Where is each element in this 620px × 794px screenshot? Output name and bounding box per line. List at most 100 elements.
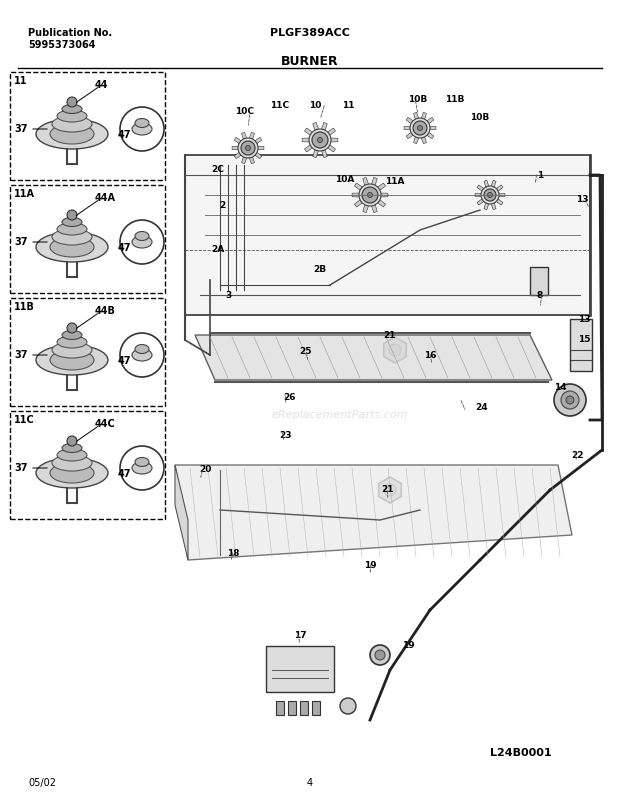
- Polygon shape: [312, 122, 319, 130]
- Circle shape: [359, 184, 381, 206]
- Circle shape: [309, 129, 331, 151]
- Polygon shape: [371, 205, 377, 213]
- Text: eReplacementParts.com: eReplacementParts.com: [272, 410, 408, 420]
- Text: 20: 20: [199, 465, 211, 475]
- Circle shape: [481, 186, 499, 204]
- Text: 11A: 11A: [14, 189, 35, 199]
- Polygon shape: [371, 177, 377, 185]
- Polygon shape: [327, 145, 335, 152]
- Polygon shape: [363, 177, 368, 185]
- Polygon shape: [232, 146, 238, 150]
- Polygon shape: [430, 126, 436, 129]
- Circle shape: [389, 344, 401, 356]
- Circle shape: [67, 97, 77, 107]
- Ellipse shape: [52, 342, 92, 358]
- Circle shape: [317, 137, 322, 142]
- Text: 11B: 11B: [445, 95, 464, 105]
- Text: 11A: 11A: [385, 178, 405, 187]
- Polygon shape: [477, 199, 484, 205]
- Text: 1: 1: [537, 171, 543, 179]
- Circle shape: [120, 220, 164, 264]
- Text: 24: 24: [476, 403, 489, 413]
- Polygon shape: [384, 337, 406, 363]
- Text: 16: 16: [423, 350, 436, 360]
- Polygon shape: [331, 138, 338, 142]
- Text: 3: 3: [225, 291, 231, 299]
- Text: 10: 10: [309, 101, 321, 110]
- Polygon shape: [484, 180, 489, 187]
- Text: L24B0001: L24B0001: [490, 748, 552, 758]
- Text: 37: 37: [14, 237, 27, 247]
- Text: 44B: 44B: [95, 306, 116, 316]
- Text: 21: 21: [384, 330, 396, 340]
- Circle shape: [417, 125, 422, 130]
- Bar: [312, 701, 320, 715]
- Text: 44A: 44A: [95, 193, 116, 203]
- Bar: [10, 411, 165, 519]
- Polygon shape: [322, 150, 327, 157]
- Text: BURNER: BURNER: [281, 55, 339, 68]
- Polygon shape: [302, 138, 309, 142]
- Circle shape: [413, 121, 427, 135]
- Text: 11: 11: [342, 101, 354, 110]
- Polygon shape: [312, 150, 319, 157]
- Ellipse shape: [57, 449, 87, 461]
- Text: 18: 18: [227, 549, 239, 557]
- Polygon shape: [322, 122, 327, 130]
- Circle shape: [120, 333, 164, 377]
- Ellipse shape: [135, 232, 149, 241]
- Ellipse shape: [62, 105, 82, 114]
- Text: 19: 19: [402, 641, 414, 649]
- Text: 15: 15: [578, 336, 590, 345]
- Polygon shape: [242, 156, 247, 164]
- Polygon shape: [484, 203, 489, 210]
- Ellipse shape: [132, 462, 152, 474]
- Text: 44C: 44C: [95, 419, 116, 429]
- Polygon shape: [234, 137, 241, 144]
- Circle shape: [561, 391, 579, 409]
- Text: 47: 47: [118, 356, 131, 366]
- Polygon shape: [496, 199, 503, 205]
- Ellipse shape: [36, 232, 108, 262]
- Circle shape: [67, 210, 77, 220]
- Text: 47: 47: [118, 469, 131, 479]
- Polygon shape: [491, 180, 496, 187]
- Ellipse shape: [62, 444, 82, 453]
- Ellipse shape: [132, 236, 152, 248]
- Polygon shape: [327, 128, 335, 135]
- Circle shape: [375, 650, 385, 660]
- Ellipse shape: [36, 345, 108, 375]
- Ellipse shape: [50, 237, 94, 257]
- Ellipse shape: [57, 110, 87, 122]
- Ellipse shape: [36, 458, 108, 488]
- Polygon shape: [363, 205, 368, 213]
- Text: 44: 44: [95, 80, 108, 90]
- Polygon shape: [242, 133, 247, 139]
- Polygon shape: [249, 133, 254, 139]
- Text: 2C: 2C: [211, 165, 224, 175]
- Circle shape: [370, 645, 390, 665]
- Circle shape: [410, 118, 430, 138]
- Ellipse shape: [135, 118, 149, 128]
- Polygon shape: [422, 113, 427, 119]
- Polygon shape: [249, 156, 254, 164]
- Ellipse shape: [62, 218, 82, 226]
- Text: 37: 37: [14, 463, 27, 473]
- Text: 5995373064: 5995373064: [28, 40, 95, 50]
- Circle shape: [487, 192, 492, 198]
- Text: 2: 2: [219, 201, 225, 210]
- Polygon shape: [378, 183, 386, 191]
- Polygon shape: [255, 152, 262, 159]
- Polygon shape: [406, 118, 413, 124]
- Ellipse shape: [52, 229, 92, 245]
- Polygon shape: [406, 133, 413, 139]
- Circle shape: [384, 484, 396, 496]
- Circle shape: [484, 189, 496, 201]
- Polygon shape: [304, 145, 312, 152]
- Text: 37: 37: [14, 124, 27, 134]
- Polygon shape: [255, 137, 262, 144]
- Ellipse shape: [57, 223, 87, 235]
- Polygon shape: [491, 203, 496, 210]
- Text: 8: 8: [537, 291, 543, 299]
- Polygon shape: [496, 185, 503, 191]
